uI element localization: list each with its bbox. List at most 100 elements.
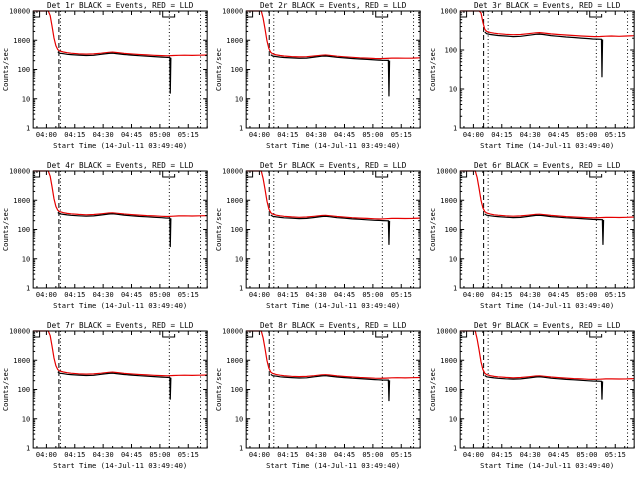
x-axis-label: Start Time (14-Jul-11 03:49:40) <box>480 301 614 310</box>
events-series <box>484 213 604 245</box>
x-axis-label: Start Time (14-Jul-11 03:49:40) <box>266 301 400 310</box>
lld-series <box>459 330 634 381</box>
y-tick-label: 10 <box>22 95 30 103</box>
flag-bracket-left <box>247 11 254 18</box>
x-tick-label: 04:45 <box>121 451 142 459</box>
events-series <box>57 212 172 248</box>
y-tick-label: 10 <box>448 255 456 263</box>
y-tick-label: 10000 <box>222 168 243 176</box>
lld-series <box>33 170 208 218</box>
y-tick-label: 10000 <box>9 168 30 176</box>
x-tick-label: 05:00 <box>576 291 597 299</box>
y-tick-label: 1 <box>453 285 457 293</box>
chart-panel-det-1r: 04:00 04:15 04:30 04:45 05:00 05:15 1 10 100 1000… <box>0 0 213 160</box>
chart-panel-det-8r: 04:00 04:15 04:30 04:45 05:00 05:15 1 10 100 1000… <box>213 320 426 480</box>
x-tick-label: 05:00 <box>149 451 170 459</box>
y-axis-label: Counts/sec <box>428 368 437 411</box>
lightcurve-svg: 04:00 04:15 04:30 04:45 05:00 05:15 1 10 100 1000… <box>214 321 421 470</box>
x-tick-label: 05:00 <box>149 131 170 139</box>
x-tick-label: 05:00 <box>363 451 384 459</box>
y-axis-label: Counts/sec <box>214 208 223 251</box>
y-tick-label: 1 <box>239 445 243 453</box>
y-tick-label: 1000 <box>440 197 457 205</box>
x-tick-label: 05:15 <box>178 131 199 139</box>
flag-bracket-left <box>460 331 467 338</box>
x-tick-label: 04:30 <box>93 291 114 299</box>
x-tick-label: 05:00 <box>363 291 384 299</box>
lightcurve-svg: 04:00 04:15 04:30 04:45 05:00 05:15 1 10 100 1000… <box>1 321 208 470</box>
axis-ticks <box>33 170 208 289</box>
lld-series <box>459 10 634 38</box>
y-axis-label: Counts/sec <box>214 368 223 411</box>
y-tick-label: 100 <box>444 226 457 234</box>
y-tick-label: 10 <box>448 415 456 423</box>
x-tick-label: 04:00 <box>463 131 484 139</box>
y-tick-label: 10 <box>22 415 30 423</box>
axis-ticks <box>459 330 635 449</box>
y-tick-label: 10000 <box>9 8 30 16</box>
plot-title: Det 6r BLACK = Events, RED = LLD <box>474 161 621 170</box>
axis-ticks <box>459 10 635 129</box>
y-axis-label: Counts/sec <box>214 48 223 91</box>
y-tick-label: 1 <box>26 125 30 133</box>
x-tick-label: 05:00 <box>363 131 384 139</box>
x-tick-label: 04:15 <box>64 451 85 459</box>
x-tick-label: 04:30 <box>519 291 540 299</box>
y-tick-label: 10000 <box>222 328 243 336</box>
y-tick-label: 100 <box>444 386 457 394</box>
lightcurve-svg: 04:00 04:15 04:30 04:45 05:00 05:15 1 10 100 1000… <box>1 1 208 150</box>
x-tick-label: 04:30 <box>519 451 540 459</box>
lightcurve-svg: 04:00 04:15 04:30 04:45 05:00 05:15 1 10 100 1000… <box>1 161 208 310</box>
x-tick-label: 04:45 <box>334 131 355 139</box>
x-tick-label: 04:15 <box>278 131 299 139</box>
axis-ticks <box>33 330 208 449</box>
events-series <box>484 375 603 400</box>
events-series <box>57 371 172 400</box>
y-tick-label: 100 <box>444 47 457 55</box>
lld-series <box>33 330 208 377</box>
lightcurve-svg: 04:00 04:15 04:30 04:45 05:00 05:15 1 10 100 1000… <box>428 161 635 310</box>
y-tick-label: 10 <box>448 86 456 94</box>
y-axis-label: Counts/sec <box>428 208 437 251</box>
x-tick-label: 04:45 <box>121 291 142 299</box>
flag-bracket-left <box>247 331 254 338</box>
x-tick-label: 05:15 <box>178 291 199 299</box>
x-tick-label: 05:15 <box>604 131 625 139</box>
lightcurve-svg: 04:00 04:15 04:30 04:45 05:00 05:15 1 10 100 1000… <box>428 1 635 150</box>
x-tick-label: 05:00 <box>576 131 597 139</box>
x-tick-label: 04:45 <box>548 131 569 139</box>
plot-title: Det 1r BLACK = Events, RED = LLD <box>47 1 194 10</box>
lightcurve-svg: 04:00 04:15 04:30 04:45 05:00 05:15 1 10 100 1000… <box>214 1 421 150</box>
x-tick-label: 04:15 <box>64 131 85 139</box>
x-tick-label: 05:15 <box>604 451 625 459</box>
plot-frame <box>459 10 635 129</box>
y-tick-label: 10 <box>22 255 30 263</box>
x-tick-label: 04:30 <box>306 131 327 139</box>
x-tick-label: 04:00 <box>463 451 484 459</box>
y-tick-label: 100 <box>231 226 244 234</box>
x-tick-label: 05:15 <box>391 291 412 299</box>
x-tick-label: 04:15 <box>491 291 512 299</box>
x-tick-label: 04:30 <box>93 451 114 459</box>
y-tick-label: 10000 <box>436 328 457 336</box>
plot-frame <box>459 330 635 449</box>
y-tick-label: 1 <box>453 445 457 453</box>
chart-panel-det-7r: 04:00 04:15 04:30 04:45 05:00 05:15 1 10 100 1000… <box>0 320 213 480</box>
events-series <box>57 51 172 94</box>
y-tick-label: 1000 <box>13 197 30 205</box>
x-axis-label: Start Time (14-Jul-11 03:49:40) <box>480 461 614 470</box>
x-tick-label: 04:45 <box>334 451 355 459</box>
chart-panel-det-4r: 04:00 04:15 04:30 04:45 05:00 05:15 1 10 100 1000… <box>0 160 213 320</box>
y-tick-label: 1000 <box>227 357 244 365</box>
plot-title: Det 4r BLACK = Events, RED = LLD <box>47 161 194 170</box>
y-tick-label: 10000 <box>9 328 30 336</box>
lld-series <box>33 10 208 57</box>
flag-bracket-left <box>33 171 41 178</box>
plot-frame <box>245 10 421 129</box>
flag-bracket-right <box>375 171 389 178</box>
flag-bracket-right <box>588 331 602 338</box>
lld-series <box>246 170 421 220</box>
plot-title: Det 9r BLACK = Events, RED = LLD <box>474 321 621 330</box>
flag-bracket-left <box>33 331 41 338</box>
x-tick-label: 04:15 <box>278 451 299 459</box>
